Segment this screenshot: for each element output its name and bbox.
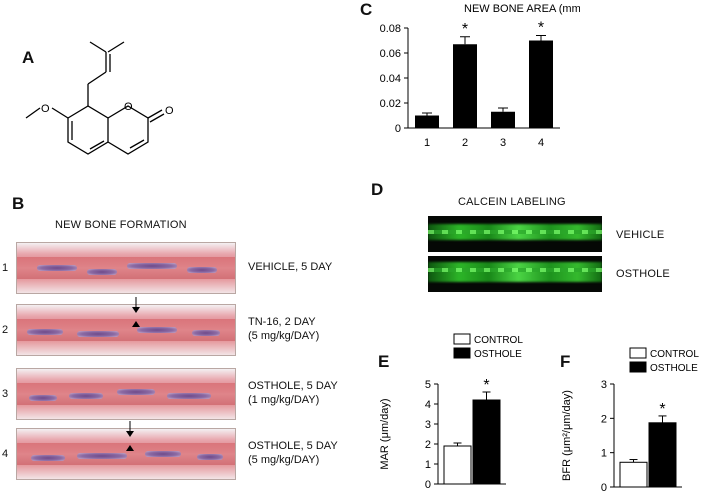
bar	[529, 40, 553, 128]
histology-slide	[16, 368, 236, 420]
panel-b-letter: B	[12, 194, 25, 213]
slide-treatment-label: OSTHOLE, 5 DAY (5 mg/kg/DAY)	[248, 439, 338, 467]
oxygen-atom-label: O	[41, 103, 50, 115]
bar	[648, 422, 677, 488]
slide-treatment-label: TN-16, 2 DAY (5 mg/kg/DAY)	[248, 315, 319, 343]
significance-star: *	[483, 377, 489, 394]
y-tick-label: 1	[425, 459, 431, 471]
significance-star: *	[659, 401, 665, 418]
arrow-up-head	[132, 321, 140, 327]
oxygen-atom-label: O	[124, 101, 133, 113]
y-tick-label: 0.08	[380, 23, 401, 35]
panel-d-title: CALCEIN LABELING	[458, 196, 566, 208]
legend-swatch	[453, 333, 471, 345]
y-tick-label: 3	[425, 419, 431, 431]
y-axis-label: BFR (μm²/μm/day)	[561, 390, 573, 481]
calcein-label-vehicle: VEHICLE	[616, 229, 665, 241]
y-tick-label: 5	[425, 379, 431, 391]
oxygen-atom-label: O	[165, 105, 174, 117]
y-tick-label: 0	[395, 123, 401, 135]
significance-star: *	[538, 20, 544, 37]
bar	[619, 461, 648, 488]
legend-swatch	[453, 347, 471, 359]
y-tick-label: 1	[601, 448, 607, 460]
treatment-name: OSTHOLE, 5 DAY	[248, 380, 338, 392]
bar	[472, 399, 501, 485]
histology-slide	[16, 304, 236, 356]
y-tick-label: 0.06	[380, 48, 401, 60]
slide-treatment-label: OSTHOLE, 5 DAY (1 mg/kg/DAY)	[248, 379, 338, 407]
legend-swatch	[629, 347, 647, 359]
y-tick-label: 0	[425, 479, 431, 491]
panel-c-letter: C	[360, 0, 373, 19]
panel-d-letter: D	[371, 180, 384, 199]
y-tick-label: 0.04	[380, 73, 401, 85]
slide-row-number: 2	[2, 324, 9, 336]
y-tick-label: 0.02	[380, 98, 401, 110]
treatment-dose: (5 mg/kg/DAY)	[248, 330, 320, 342]
y-tick-label: 3	[601, 379, 607, 391]
bar	[415, 115, 439, 128]
slide-row-number: 1	[2, 262, 9, 274]
legend-label: CONTROL	[474, 335, 523, 346]
treatment-dose: (5 mg/kg/DAY)	[248, 454, 320, 466]
x-tick-label: 2	[462, 137, 468, 149]
bar	[443, 445, 472, 485]
calcein-label-osthole: OSTHOLE	[616, 268, 670, 280]
legend-label: OSTHOLE	[650, 363, 698, 374]
x-tick-label: 4	[538, 137, 544, 149]
chart-title: NEW BONE AREA (mm²)	[464, 3, 580, 15]
panel-b-title: NEW BONE FORMATION	[55, 219, 187, 231]
bar	[453, 44, 477, 128]
histology-slide	[16, 242, 236, 294]
y-axis-label: MAR (μm/day)	[379, 398, 391, 469]
treatment-name: VEHICLE, 5 DAY	[248, 261, 333, 273]
calcein-image-vehicle	[428, 216, 602, 252]
legend-swatch	[629, 361, 647, 373]
legend-label: OSTHOLE	[474, 349, 522, 360]
slide-row-number: 3	[2, 388, 9, 400]
x-tick-label: 1	[424, 137, 430, 149]
significance-star: *	[462, 21, 468, 38]
arrow-marker-icon	[126, 421, 134, 451]
arrow-down-head	[132, 307, 140, 313]
x-tick-label: 3	[500, 137, 506, 149]
treatment-name: TN-16, 2 DAY	[248, 316, 316, 328]
bfr-chart: 0 1 2 3 BFR (μm²/μm/day) CONTROL * OSTHOLE	[561, 347, 699, 492]
arrow-marker-icon	[132, 297, 140, 327]
slide-treatment-label: VEHICLE, 5 DAY	[248, 260, 332, 274]
slide-row-number: 4	[2, 448, 9, 460]
treatment-name: OSTHOLE, 5 DAY	[248, 440, 338, 452]
y-tick-label: 2	[425, 439, 431, 451]
bar	[491, 111, 515, 128]
arrow-down-head	[126, 431, 134, 437]
panel-a-letter: A	[22, 48, 35, 67]
calcein-image-osthole	[428, 256, 602, 292]
histology-slide	[16, 428, 236, 480]
panel-f-letter: F	[560, 352, 571, 371]
panel-e-letter: E	[378, 352, 390, 371]
y-tick-label: 2	[601, 413, 607, 425]
arrow-up-head	[126, 445, 134, 451]
legend-label: CONTROL	[650, 349, 699, 360]
new-bone-area-chart: NEW BONE AREA (mm²) 0 0.02 0.04 0.06 0.08 1 * 2 3…	[380, 3, 580, 149]
mar-chart: 0 1 2 3 4 5 MAR (μm/day) CONTROL * OSTHOLE	[379, 333, 523, 491]
treatment-dose: (1 mg/kg/DAY)	[248, 394, 320, 406]
y-tick-label: 0	[601, 482, 607, 492]
y-tick-label: 4	[425, 399, 431, 411]
osthole-structure: O O O	[25, 41, 174, 155]
